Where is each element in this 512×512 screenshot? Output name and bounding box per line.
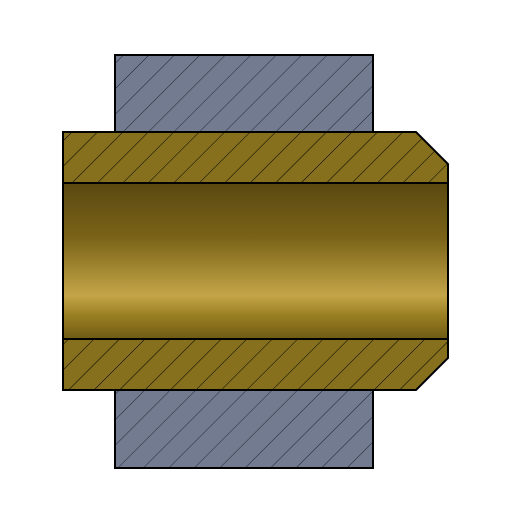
bushing-upper-wall (62, 131, 449, 184)
housing-upper (114, 54, 374, 134)
bushing-lower-wall (62, 338, 449, 391)
bore-surface (62, 182, 449, 340)
housing-lower (114, 388, 374, 469)
